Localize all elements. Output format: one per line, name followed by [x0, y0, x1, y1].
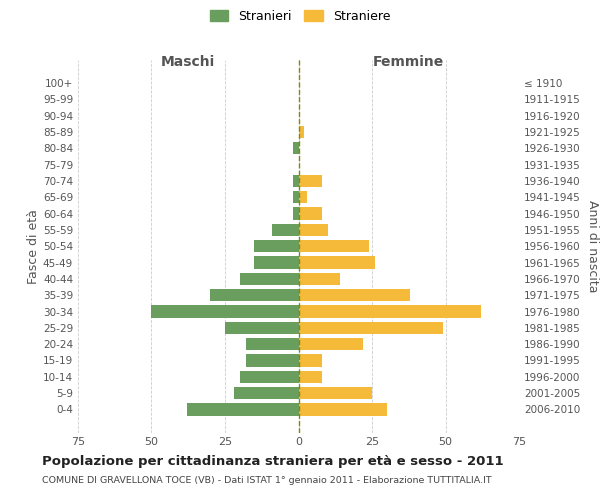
Bar: [299, 224, 328, 236]
Bar: [299, 306, 481, 318]
Bar: [240, 273, 299, 285]
Text: Popolazione per cittadinanza straniera per età e sesso - 2011: Popolazione per cittadinanza straniera p…: [42, 455, 503, 468]
Bar: [299, 338, 363, 350]
Bar: [293, 191, 299, 203]
Bar: [245, 338, 299, 350]
Bar: [187, 404, 299, 415]
Bar: [299, 404, 387, 415]
Y-axis label: Fasce di età: Fasce di età: [27, 209, 40, 284]
Legend: Stranieri, Straniere: Stranieri, Straniere: [206, 6, 394, 26]
Bar: [293, 142, 299, 154]
Bar: [299, 354, 322, 366]
Bar: [293, 208, 299, 220]
Bar: [299, 126, 304, 138]
Bar: [272, 224, 299, 236]
Text: Femmine: Femmine: [373, 55, 445, 69]
Text: COMUNE DI GRAVELLONA TOCE (VB) - Dati ISTAT 1° gennaio 2011 - Elaborazione TUTTI: COMUNE DI GRAVELLONA TOCE (VB) - Dati IS…: [42, 476, 491, 485]
Bar: [299, 370, 322, 383]
Bar: [299, 175, 322, 187]
Bar: [299, 387, 372, 399]
Bar: [299, 208, 322, 220]
Text: Maschi: Maschi: [161, 55, 215, 69]
Y-axis label: Anni di nascita: Anni di nascita: [586, 200, 599, 292]
Bar: [210, 289, 299, 302]
Bar: [299, 289, 410, 302]
Bar: [151, 306, 299, 318]
Bar: [225, 322, 299, 334]
Bar: [299, 256, 375, 268]
Bar: [299, 240, 369, 252]
Bar: [299, 273, 340, 285]
Bar: [254, 240, 299, 252]
Bar: [240, 370, 299, 383]
Bar: [299, 191, 307, 203]
Bar: [293, 175, 299, 187]
Bar: [254, 256, 299, 268]
Bar: [245, 354, 299, 366]
Bar: [234, 387, 299, 399]
Bar: [299, 322, 443, 334]
